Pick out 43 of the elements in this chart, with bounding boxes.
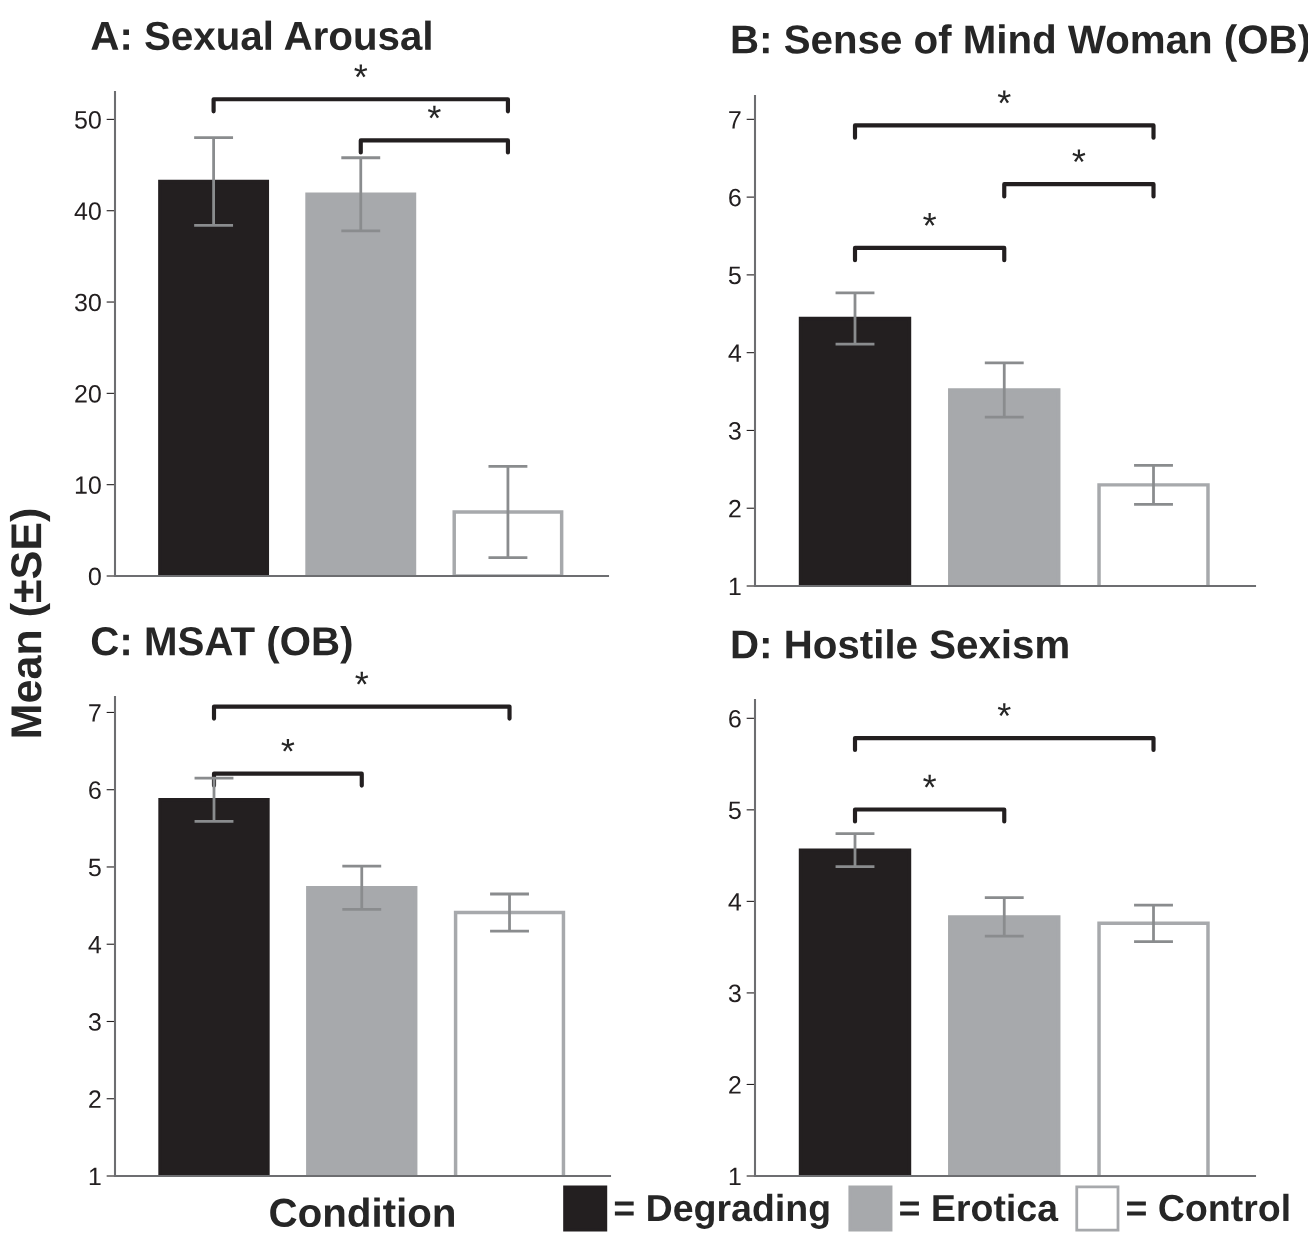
chart-title: A: Sexual Arousal xyxy=(91,20,431,51)
y-tick-label: 7 xyxy=(89,704,101,722)
y-tick-label: 50 xyxy=(75,111,101,129)
y-tick-label: 2 xyxy=(729,1076,741,1094)
y-tick-label: 7 xyxy=(729,111,741,129)
legend-label: = Degrading xyxy=(614,1193,829,1229)
annotation: * xyxy=(427,105,441,119)
text: * xyxy=(354,64,368,78)
y-tick-label: 3 xyxy=(88,1013,101,1031)
y-tick-label: 30 xyxy=(74,293,101,312)
y-tick-label: 1 xyxy=(89,1167,101,1186)
y-tick-label: 4 xyxy=(728,893,742,911)
legend-label: = Control xyxy=(1127,1193,1289,1222)
y-tick-label: 40 xyxy=(74,202,101,221)
chart-title: C: MSAT (OB) xyxy=(91,625,352,664)
annotation: * xyxy=(1072,149,1086,163)
x-axis-title: Condition xyxy=(270,1197,454,1228)
annotation: * xyxy=(923,774,937,788)
y-tick-label: 3 xyxy=(728,422,741,440)
y-tick-label: 2 xyxy=(89,1090,101,1108)
y-tick-label: 6 xyxy=(729,188,741,207)
y-tick-label: 10 xyxy=(75,476,101,494)
annotation: * xyxy=(997,90,1011,104)
y-tick-label: 5 xyxy=(728,266,741,285)
y-tick-label: 2 xyxy=(729,499,741,518)
annotation: * xyxy=(281,738,295,752)
y-tick-label: 4 xyxy=(88,936,102,954)
legend-label: = Erotica xyxy=(900,1193,1059,1222)
y-tick-label: 1 xyxy=(729,577,741,596)
y-tick-label: 1 xyxy=(729,1167,741,1186)
y-tick-label: 5 xyxy=(728,801,741,820)
text: * xyxy=(355,671,369,685)
y-tick-label: 6 xyxy=(729,709,741,728)
y-tick-label: 4 xyxy=(728,344,742,362)
y-tick-label: 0 xyxy=(88,567,101,586)
annotation: * xyxy=(997,703,1011,717)
annotation: * xyxy=(923,213,937,226)
y-tick-label: 6 xyxy=(89,781,101,800)
y-tick-label: 5 xyxy=(88,858,101,877)
y-tick-label: 20 xyxy=(75,384,101,403)
chart-title: D: Hostile Sexism xyxy=(732,629,1068,659)
y-axis-title: Mean (±SE) xyxy=(9,509,51,737)
y-tick-label: 3 xyxy=(728,984,741,1003)
